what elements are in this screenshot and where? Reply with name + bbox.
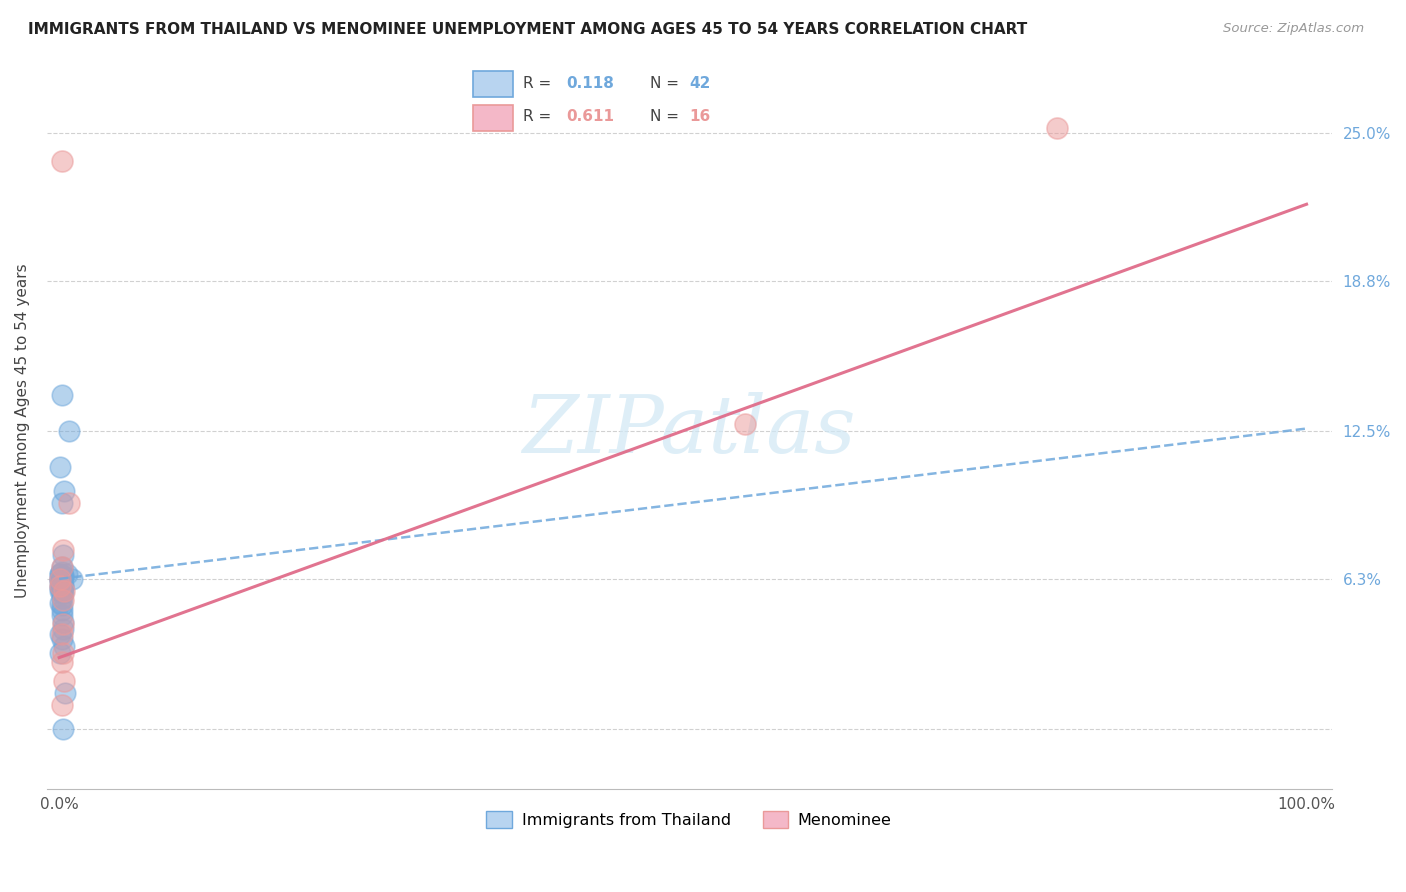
Point: [52, 579, 75, 593]
Point: [49, 567, 72, 582]
Point: [52, 723, 75, 737]
Point: [52, 579, 75, 593]
Point: [52, 615, 75, 629]
Text: R =: R =: [523, 77, 555, 91]
Point: [49, 567, 72, 582]
Point: [51, 626, 73, 640]
Point: [49, 574, 72, 589]
Point: [51, 576, 73, 591]
Point: [51, 583, 73, 598]
Point: [52, 646, 75, 660]
Point: [734, 417, 756, 431]
Point: [49, 572, 72, 586]
Text: 0.118: 0.118: [567, 77, 614, 91]
Point: [51, 598, 73, 612]
Point: [51, 154, 73, 169]
Y-axis label: Unemployment Among Ages 45 to 54 years: Unemployment Among Ages 45 to 54 years: [15, 264, 30, 599]
Point: [52, 569, 75, 583]
Point: [52, 586, 75, 600]
Point: [49, 459, 72, 474]
Text: N =: N =: [650, 109, 683, 124]
Point: [1046, 120, 1069, 135]
FancyBboxPatch shape: [474, 71, 513, 97]
Point: [52, 593, 75, 607]
Point: [60, 572, 83, 586]
Point: [51, 565, 73, 579]
Point: [49, 579, 72, 593]
Point: [49, 626, 72, 640]
Point: [53, 483, 76, 498]
Point: [53, 583, 76, 598]
Point: [51, 388, 73, 402]
Point: [51, 656, 73, 670]
Point: [51, 591, 73, 605]
Point: [51, 698, 73, 713]
Point: [53, 674, 76, 689]
Point: [53, 686, 76, 700]
Point: [51, 586, 73, 600]
Point: [51, 607, 73, 622]
Point: [49, 596, 72, 610]
Text: 16: 16: [690, 109, 711, 124]
Point: [51, 603, 73, 617]
Point: [49, 572, 72, 586]
Point: [52, 548, 75, 562]
Point: [58, 495, 80, 509]
Text: N =: N =: [650, 77, 683, 91]
Point: [49, 583, 72, 598]
Point: [49, 572, 72, 586]
Point: [51, 560, 73, 574]
Point: [51, 583, 73, 598]
Point: [55, 567, 77, 582]
Point: [58, 424, 80, 438]
Point: [49, 646, 72, 660]
Point: [51, 495, 73, 509]
Legend: Immigrants from Thailand, Menominee: Immigrants from Thailand, Menominee: [479, 805, 898, 835]
Point: [53, 639, 76, 653]
Point: [52, 622, 75, 636]
FancyBboxPatch shape: [474, 104, 513, 131]
Point: [52, 617, 75, 632]
Point: [51, 572, 73, 586]
Text: IMMIGRANTS FROM THAILAND VS MENOMINEE UNEMPLOYMENT AMONG AGES 45 TO 54 YEARS COR: IMMIGRANTS FROM THAILAND VS MENOMINEE UN…: [28, 22, 1028, 37]
Text: 42: 42: [690, 77, 711, 91]
Point: [49, 579, 72, 593]
Point: [49, 582, 72, 596]
Point: [52, 569, 75, 583]
Text: Source: ZipAtlas.com: Source: ZipAtlas.com: [1223, 22, 1364, 36]
Text: ZIPatlas: ZIPatlas: [523, 392, 856, 470]
Point: [52, 543, 75, 558]
Text: 0.611: 0.611: [567, 109, 614, 124]
Point: [51, 560, 73, 574]
Point: [51, 572, 73, 586]
Point: [51, 632, 73, 646]
Text: R =: R =: [523, 109, 555, 124]
